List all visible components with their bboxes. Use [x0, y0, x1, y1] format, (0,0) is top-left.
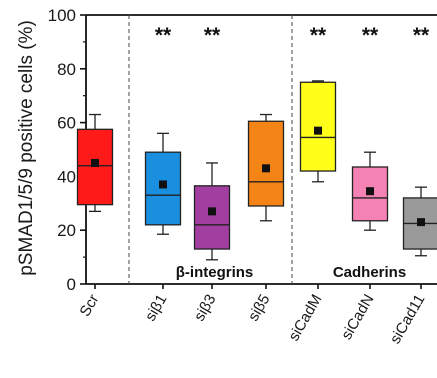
x-tick-label: Scr	[76, 291, 102, 319]
mean-marker	[91, 158, 99, 167]
box-siβ3	[193, 185, 231, 250]
mean-marker	[262, 164, 270, 173]
mean-marker	[208, 207, 216, 216]
significance-marker: **	[204, 24, 221, 47]
mean-marker	[366, 187, 374, 196]
y-tick-label: 40	[57, 167, 76, 186]
box-Scr	[76, 128, 114, 206]
group-label: β-integrins	[176, 264, 254, 281]
x-tick-label: siCadM	[285, 292, 325, 345]
significance-marker: **	[413, 24, 430, 47]
significance-marker: **	[362, 24, 379, 47]
y-tick-label: 20	[57, 221, 76, 240]
x-tick-label: siβ5	[245, 292, 274, 325]
significance-marker: **	[155, 24, 172, 47]
mean-marker	[314, 126, 322, 135]
mean-marker	[417, 218, 425, 227]
y-tick-label: 0	[67, 275, 76, 294]
y-tick-label: 100	[48, 6, 76, 25]
box-siβ5	[247, 120, 285, 207]
y-axis-title: pSMAD1/5/9 positive cells (%)	[16, 20, 37, 276]
group-label: Cadherins	[333, 264, 406, 281]
x-tick-label: siβ1	[142, 292, 171, 325]
y-tick-label: 80	[57, 60, 76, 79]
x-tick-label: siβ3	[191, 292, 220, 325]
x-tick-label: siCadN	[338, 292, 377, 343]
y-tick-label: 60	[57, 114, 76, 133]
significance-marker: **	[310, 24, 327, 47]
box-siCadM	[299, 81, 337, 172]
box-siβ1	[144, 151, 182, 226]
mean-marker	[159, 180, 167, 189]
x-tick-label: siCad11	[387, 292, 429, 347]
